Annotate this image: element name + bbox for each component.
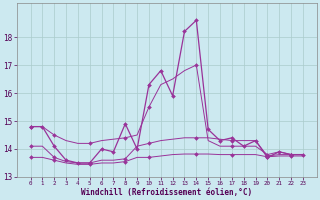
X-axis label: Windchill (Refroidissement éolien,°C): Windchill (Refroidissement éolien,°C): [81, 188, 252, 197]
